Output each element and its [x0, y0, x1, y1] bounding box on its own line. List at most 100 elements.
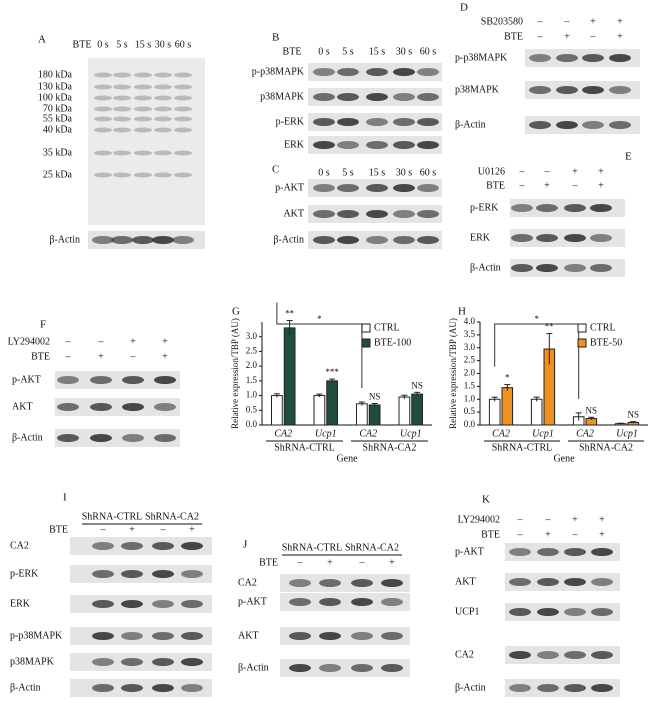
y-tick-label: 2.0	[246, 360, 258, 370]
treatment-sign: –	[297, 557, 304, 568]
legend-swatch	[361, 323, 371, 333]
blot-band	[591, 548, 613, 556]
y-tick-label: 3.0	[246, 331, 258, 341]
blot-band	[154, 150, 172, 156]
significance-label: **	[545, 322, 555, 332]
treatment-sign: +	[162, 336, 168, 347]
x-tick-label: Ucp1	[315, 428, 337, 439]
panel-letter: J	[243, 539, 248, 551]
row-label: p-p38MAPK	[252, 66, 305, 77]
blot-strip	[505, 646, 620, 664]
marker-label: 130 kDa	[38, 81, 73, 92]
row-label: p-ERK	[470, 202, 499, 213]
bar	[501, 387, 514, 426]
blot-band	[417, 93, 439, 101]
blot-band	[172, 236, 194, 244]
significance-label: *	[317, 314, 322, 324]
blot-band	[121, 684, 143, 692]
row-label: CA2	[10, 540, 29, 551]
treatment-sign: –	[98, 336, 105, 347]
blot-band	[393, 118, 415, 126]
blot-band	[564, 608, 586, 616]
blot-band	[94, 84, 112, 90]
y-tick-label: 1.5	[464, 380, 476, 390]
lane-label: 0 s	[318, 46, 330, 57]
blot-band	[134, 72, 152, 78]
blot-band	[337, 118, 359, 126]
blot-band	[154, 403, 176, 411]
treatment-sign: +	[162, 351, 168, 362]
blot-band	[393, 184, 415, 192]
treatment-sign: +	[130, 336, 136, 347]
lane-label: 30 s	[396, 46, 413, 57]
blot-band	[529, 121, 551, 129]
blot-band	[94, 127, 112, 133]
y-tick-label: 2.5	[246, 345, 258, 355]
row-label: p-p38MAPK	[455, 52, 508, 63]
blot-strip	[55, 429, 180, 447]
blot-band	[366, 141, 388, 149]
blot-band	[393, 210, 415, 218]
lane-label: 60 s	[420, 167, 437, 178]
treatment-label: BTE	[504, 31, 523, 42]
blot-band	[529, 86, 551, 94]
blot-band	[609, 54, 631, 62]
significance-label: NS	[586, 405, 598, 415]
legend-swatch	[577, 323, 587, 333]
bar	[283, 327, 296, 426]
blot-band	[134, 150, 152, 156]
treatment-sign: –	[65, 351, 72, 362]
blot-band	[609, 86, 631, 94]
blot-band	[174, 172, 192, 178]
blot-strip	[55, 398, 180, 416]
y-tick-label: 4.0	[464, 316, 476, 326]
blot-strip	[280, 593, 410, 611]
blot-band	[134, 127, 152, 133]
row-label: β-Actin	[455, 682, 486, 693]
x-tick-label: CA2	[576, 428, 594, 439]
blot-band	[92, 600, 114, 608]
treatment-sign: –	[160, 524, 167, 535]
x-tick-label: CA2	[492, 428, 510, 439]
treatment-sign: +	[189, 524, 195, 535]
blot-band	[509, 608, 531, 616]
blot-band	[591, 651, 613, 659]
treatment-sign: +	[599, 529, 605, 540]
blot-band	[337, 93, 359, 101]
row-label: AKT	[238, 630, 259, 641]
x-tick-label: CA2	[274, 428, 292, 439]
treatment-sign: –	[590, 31, 597, 42]
blot-band	[337, 184, 359, 192]
treatment-sign: –	[537, 31, 544, 42]
group-label: ShRNA-CTRL	[282, 542, 343, 553]
blot-band	[154, 95, 172, 101]
blot-band	[319, 632, 341, 640]
blot-band	[417, 141, 439, 149]
blot-band	[582, 86, 604, 94]
blot-band	[94, 95, 112, 101]
blot-band	[564, 578, 586, 586]
row-label: β-Actin	[455, 119, 486, 130]
group-label: ShRNA-CTRL	[82, 511, 143, 522]
blot-band	[509, 684, 531, 692]
blot-band	[174, 127, 192, 133]
blot-strip	[280, 659, 410, 677]
blot-band	[94, 150, 112, 156]
treatment-sign: –	[564, 16, 571, 27]
row-label: UCP1	[455, 606, 479, 617]
row-label: CA2	[238, 577, 257, 588]
bar	[313, 395, 326, 426]
blot-band	[509, 548, 531, 556]
blot-band	[509, 651, 531, 659]
blot-band	[511, 264, 533, 272]
bar	[271, 395, 283, 426]
treatment-sign: +	[599, 514, 605, 525]
blot-band	[152, 658, 174, 666]
blot-band	[393, 93, 415, 101]
blot-band	[92, 658, 114, 666]
significance-label: *	[534, 314, 539, 324]
y-tick-label: 1.0	[464, 393, 476, 403]
blot-band	[94, 116, 112, 122]
blot-band	[94, 72, 112, 78]
y-tick-label: 2.5	[464, 355, 476, 365]
